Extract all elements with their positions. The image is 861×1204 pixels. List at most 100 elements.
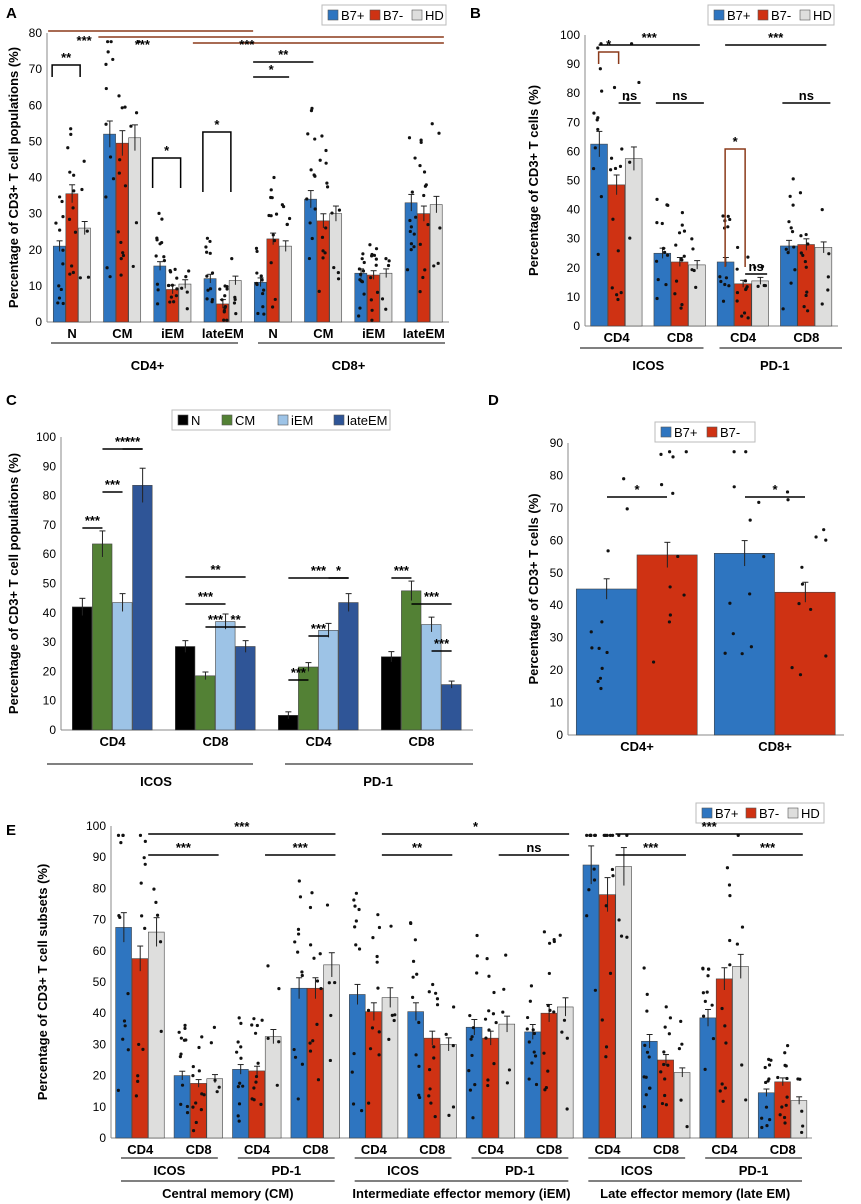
panel-a-data-point [168,268,172,273]
panel-e-data-point [531,1028,535,1032]
panel-b-sig-pd1-cd4-1-label: * [733,134,739,149]
panel-e-data-point [254,1080,258,1084]
panel-e-data-point [116,833,121,837]
panel-b-data-point [618,164,623,168]
panel-a-data-point [269,261,273,265]
panel-e-bar-b7pos [290,987,308,1139]
panel-e-data-point [565,1036,569,1040]
panel-c-group-label: ICOS [140,774,172,789]
panel-a-data-point [324,148,328,153]
panel-c-sig-label: *** [198,589,214,604]
panel-b-y-tick: 70 [567,115,581,129]
panel-d-data-point [748,518,752,522]
panel-e-legend-swatch [745,807,757,819]
panel-e-data-point [663,1025,667,1029]
panel-b-data-point [611,217,615,221]
panel-e-data-point [619,934,624,938]
panel-a-data-point [208,251,212,255]
panel-e-bar-b7neg [540,1012,558,1139]
panel-e-bar-b7pos [582,864,600,1139]
panel-d-y-tick: 70 [550,501,564,515]
panel-e-data-point [760,1125,764,1130]
panel-e-data-point [118,915,122,919]
panel-b-bar-b7neg [734,283,752,327]
panel-e-data-point [558,933,562,937]
panel-a-bar-b7pos [153,265,167,323]
panel-c-y-tick: 0 [49,723,56,737]
panel-b-data-point [826,288,830,292]
panel-e-data-point [647,1086,652,1090]
panel-a-data-point [134,221,139,225]
panel-e-data-point [351,1102,356,1106]
panel-c-sig-label: *** [208,612,224,627]
panel-c-sig-label: *** [291,665,307,680]
panel-e-data-point [647,1055,651,1059]
panel-c-sig-label: *** [125,434,141,449]
panel-a-category-label: N [268,326,277,341]
panel-a-data-point [167,283,171,288]
panel-a-data-point [61,301,65,306]
panel-b-data-point [746,316,750,320]
panel-e-data-point [217,1085,221,1089]
panel-d-data-point [762,555,766,559]
panel-a-data-point [374,263,378,267]
panel-a-data-point [85,229,89,233]
panel-c-sig-label: *** [311,563,327,578]
panel-b-data-point [656,277,660,282]
panel-a-data-point [336,277,341,281]
panel-e-data-point [191,1105,195,1109]
panel-e-data-point [185,1110,190,1115]
panel-a-data-point [436,261,440,265]
panel-b-letter: B [470,5,481,22]
panel-e-bar-hd [557,1006,574,1139]
panel-d-y-tick: 50 [550,566,564,580]
panel-a-data-point [324,161,328,165]
panel-c-y-tick: 90 [43,459,57,473]
panel-e-data-point [644,1075,648,1079]
panel-a-data-point [220,298,224,302]
panel-a-bar-b7pos [253,281,267,323]
panel-e-sig-cm-icos-label: *** [176,840,192,855]
panel-e-data-point [470,1053,474,1058]
panel-e-data-point [417,1064,421,1068]
panel-a-data-point [108,155,113,159]
panel-b-data-point [728,217,732,222]
panel-d-sig-cd8-label: * [772,482,778,497]
panel-e-category-label: CD8 [536,1142,562,1157]
panel-a-data-point [234,312,238,316]
panel-b-y-tick: 50 [567,174,581,188]
panel-c-bar-iem [112,602,133,731]
panel-b-data-point [799,234,803,238]
panel-c-sig-label: *** [424,589,440,604]
panel-a-data-point [118,158,122,162]
panel-e-y-tick: 80 [93,881,107,895]
panel-e-data-point [507,1068,512,1072]
panel-e-data-point [768,1118,772,1122]
panel-e-data-point [644,1093,648,1097]
panel-e-data-point [701,991,705,995]
panel-e-data-point [527,1040,531,1044]
panel-e-data-point [668,1016,672,1020]
panel-e-data-point [200,1035,204,1039]
panel-e-data-point [552,1010,556,1014]
panel-b-legend-entry: B7+ [727,8,751,23]
panel-b-y-tick: 100 [560,28,580,42]
panel-a-data-point [72,189,76,193]
panel-d-data-point [822,528,826,532]
panel-a-data-point [119,257,123,261]
panel-e-data-point [235,1050,239,1054]
panel-e-data-point [475,971,479,975]
panel-e-data-point [387,1037,391,1041]
panel-a-data-point [173,267,177,271]
panel-e-data-point [252,1086,256,1090]
panel-b-data-point [789,226,793,230]
panel-b-sig-icos-label: *** [642,30,658,45]
panel-c-bar-cm [92,543,113,731]
panel-b-data-point [793,268,797,272]
panel-d-data-point [684,450,688,454]
panel-d-data-point [798,673,803,677]
panel-e-data-point [253,1031,258,1035]
panel-c-bar-lateem [338,602,359,731]
panel-e-data-point [296,1097,300,1101]
panel-e-data-point [720,1082,724,1086]
